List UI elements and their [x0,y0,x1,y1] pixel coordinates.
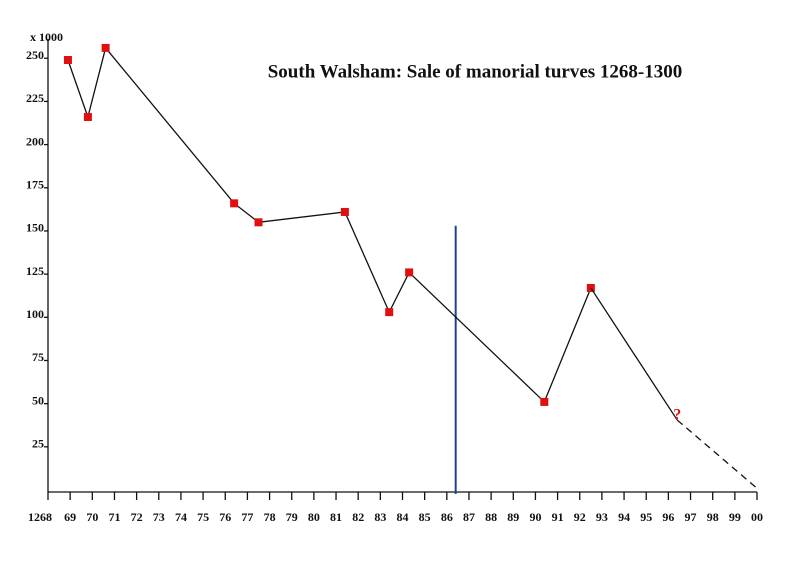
y-tick-label: 225 [26,91,44,105]
x-tick-label: 88 [485,510,497,524]
x-tick-label: 79 [286,510,298,524]
x-tick-label: 87 [463,510,475,524]
x-tick-label: 89 [507,510,519,524]
y-tick-label: 50 [32,393,44,407]
x-tick-label: 92 [574,510,586,524]
annotation: ? [673,407,681,424]
series-line [676,419,758,489]
x-tick-label: 97 [685,510,697,524]
data-point [101,43,110,52]
x-tick-label: 84 [397,510,409,524]
data-point [63,55,72,64]
data-point [405,268,414,277]
x-tick-label: 75 [197,510,209,524]
data-point [254,218,263,227]
chart-title: South Walsham: Sale of manorial turves 1… [268,61,683,82]
x-tick-label: 73 [153,510,165,524]
data-point [385,308,394,317]
x-tick-label: 71 [108,510,120,524]
y-tick-label: 175 [26,178,44,192]
x-tick-label: 76 [219,510,231,524]
x-tick-label: 78 [264,510,276,524]
x-tick-label: 99 [729,510,741,524]
y-axis-label: x 1000 [30,30,63,44]
y-tick-label: 100 [26,307,44,321]
x-tick-label: 80 [308,510,320,524]
x-tick-label: 00 [751,510,763,524]
data-point [230,199,239,208]
x-tick-label: 86 [441,510,453,524]
x-tick-label: 98 [707,510,719,524]
series-line [67,46,592,404]
x-tick-label: 83 [374,510,386,524]
x-tick-label: 72 [131,510,143,524]
x-tick-label: 81 [330,510,342,524]
series-line [590,287,678,421]
x-tick-label: 69 [64,510,76,524]
x-tick-label: 90 [529,510,541,524]
data-point [540,397,549,406]
y-tick-label: 25 [32,437,44,451]
x-tick-label: 94 [618,510,630,524]
x-tick-label: 1268 [28,510,52,524]
x-tick-label: 93 [596,510,608,524]
y-tick-label: 125 [26,264,44,278]
data-point [83,112,92,121]
x-tick-label: 91 [552,510,564,524]
x-tick-label: 95 [640,510,652,524]
x-tick-label: 82 [352,510,364,524]
y-tick-label: 75 [32,350,44,364]
y-tick-label: 150 [26,221,44,235]
x-tick-label: 77 [241,510,253,524]
x-tick-label: 85 [419,510,431,524]
data-point [340,207,349,216]
x-tick-label: 96 [662,510,674,524]
x-tick-label: 74 [175,510,187,524]
y-tick-label: 200 [26,134,44,148]
y-tick-label: 250 [26,48,44,62]
x-tick-label: 70 [86,510,98,524]
